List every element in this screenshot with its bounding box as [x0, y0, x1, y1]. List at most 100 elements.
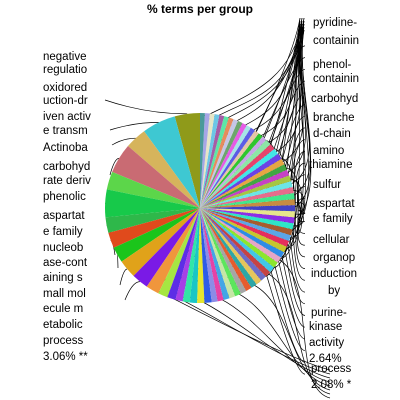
- left-label: uction-dr: [43, 95, 88, 107]
- pie-slice-35: [200, 208, 287, 253]
- pie-slice-23: [200, 208, 236, 299]
- leader-right: [277, 157, 306, 269]
- pie-slice-8: [108, 208, 200, 248]
- pie-slice-47: [200, 175, 292, 208]
- pie-slice-61: [200, 120, 243, 208]
- pie-slice-64: [200, 116, 229, 208]
- left-label: ecule m: [43, 303, 83, 315]
- pie-slice-41: [200, 208, 295, 218]
- pie-slice-32: [200, 208, 278, 268]
- pie-slice-66: [200, 114, 220, 208]
- right-label: 2.08% *: [311, 379, 352, 391]
- pie-slice-28: [200, 208, 262, 285]
- pie-slice-3: [127, 131, 200, 208]
- right-label: branche: [313, 112, 355, 124]
- leader-right-low: [277, 258, 331, 399]
- right-label: cellular: [313, 234, 350, 246]
- pie-slice-63: [200, 117, 234, 208]
- pie-slice-6: [104, 189, 200, 218]
- leader-left: [109, 122, 159, 131]
- pie-slice-67: [200, 113, 215, 208]
- right-label: e family: [313, 213, 353, 225]
- pie-slice-29: [200, 208, 266, 281]
- pie-slice-26: [200, 208, 252, 291]
- leader-right-low: [179, 298, 331, 375]
- pie-slice-38: [200, 208, 293, 236]
- pie-slice-33: [200, 208, 282, 263]
- pie-slice-60: [200, 122, 247, 208]
- pie-slice-57: [200, 130, 259, 208]
- left-label: ase-cont: [43, 257, 88, 269]
- left-label: aining s: [43, 272, 83, 284]
- leader-right: [216, 29, 301, 117]
- pie-slice-11: [133, 208, 200, 287]
- leader-right: [266, 23, 301, 144]
- right-labels: pyridine-containin phenol-containin carboh…: [309, 17, 359, 391]
- leader-right: [280, 26, 304, 163]
- pie-slice-1: [174, 113, 200, 208]
- right-label: d-chain: [313, 128, 351, 140]
- pie-slice-45: [200, 187, 294, 208]
- pie-slice-49: [200, 164, 287, 208]
- left-label: carbohyd: [43, 161, 90, 173]
- right-label: carbohyd: [311, 93, 358, 105]
- pie-slice-52: [200, 148, 278, 208]
- pie-slice-65: [200, 115, 225, 208]
- pie-slice-16: [182, 208, 200, 303]
- pie-slice-10: [121, 208, 200, 276]
- pie-slice-25: [200, 208, 247, 294]
- pie-slice-20: [200, 208, 218, 303]
- pie-slice-30: [200, 208, 271, 277]
- pie-slice-36: [200, 208, 290, 247]
- right-label: activity: [309, 337, 344, 349]
- pie-slice-56: [200, 133, 263, 208]
- pie-slice-39: [200, 208, 294, 230]
- pie-slice-9: [113, 208, 200, 262]
- leader-right: [207, 20, 303, 116]
- pie-slices: [104, 113, 295, 304]
- left-label: e family: [43, 226, 83, 238]
- pie-slice-2: [144, 116, 200, 208]
- right-label: containin: [313, 35, 359, 47]
- leader-right: [225, 23, 305, 120]
- right-label: induction: [311, 268, 357, 280]
- right-label: process: [311, 363, 352, 375]
- left-label: oxidored: [43, 82, 87, 94]
- pie-slice-44: [200, 193, 295, 208]
- right-label: kinase: [309, 321, 342, 333]
- pie-slice-13: [158, 208, 200, 298]
- right-label: sulfur: [313, 179, 341, 191]
- chart-title: % terms per group: [147, 2, 253, 16]
- pie-slice-24: [200, 208, 241, 297]
- pie-slice-46: [200, 181, 293, 208]
- pie-slice-5: [106, 171, 200, 208]
- pie-slice-12: [146, 208, 200, 294]
- pie-slice-34: [200, 208, 285, 258]
- left-label: rate deriv: [43, 175, 91, 187]
- pie-slice-40: [200, 208, 295, 224]
- left-label: etabolic: [43, 319, 83, 331]
- pie-slice-37: [200, 208, 291, 242]
- leader-right: [292, 201, 306, 223]
- left-label: nucleob: [43, 242, 83, 254]
- pie-slice-4: [112, 146, 200, 208]
- leader-left: [109, 158, 120, 176]
- leader-right: [243, 26, 301, 127]
- leader-left: [117, 254, 119, 269]
- pie-slice-69: [200, 113, 205, 208]
- right-label: 2.64%: [309, 353, 342, 365]
- right-label: amino: [313, 145, 344, 157]
- leader-left: [111, 137, 136, 146]
- pie-slice-53: [200, 144, 275, 208]
- pie-slice-22: [200, 208, 230, 300]
- leader-left: [119, 268, 128, 286]
- left-label: iven activ: [43, 111, 91, 123]
- leader-right: [280, 23, 305, 255]
- leader-right: [283, 167, 306, 258]
- leader-right: [288, 178, 306, 246]
- pie-slice-15: [175, 208, 200, 302]
- leader-right: [286, 20, 306, 174]
- leader-right-low: [200, 300, 331, 379]
- pie-slice-68: [200, 113, 210, 208]
- leader-right: [289, 29, 310, 185]
